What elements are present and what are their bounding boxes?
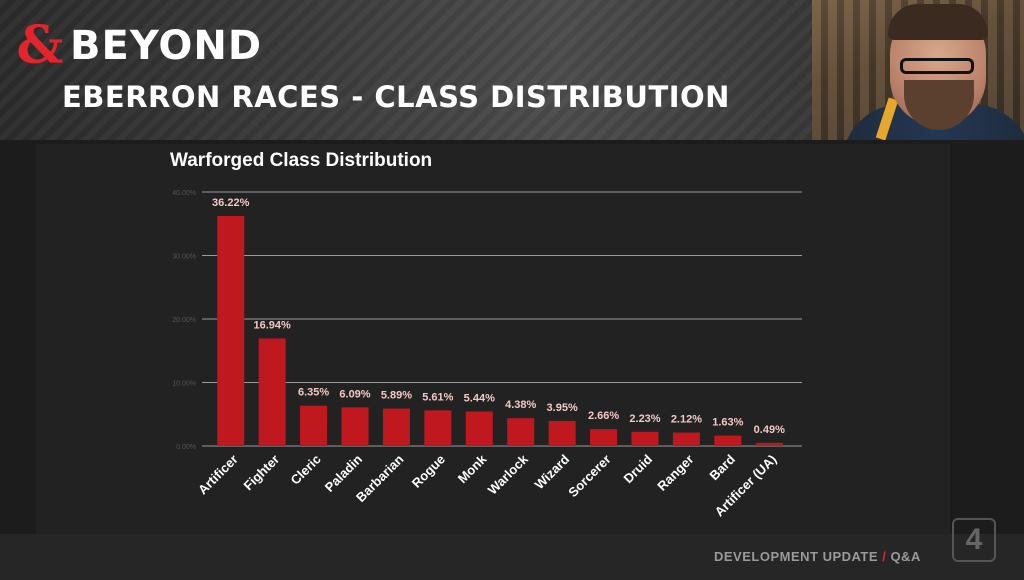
x-category-label: Ranger	[654, 452, 696, 494]
footer-right: Q&A	[890, 549, 921, 564]
data-label: 2.23%	[629, 413, 660, 425]
y-tick-label: 20.00%	[172, 317, 196, 324]
footer-separator: /	[882, 549, 887, 564]
data-label: 2.66%	[588, 410, 619, 422]
y-tick-label: 40.00%	[172, 190, 196, 197]
bar	[465, 411, 493, 446]
x-category-label: Fighter	[241, 452, 283, 494]
presenter-webcam	[812, 0, 1024, 140]
data-label: 36.22%	[212, 197, 250, 209]
x-category-label: Druid	[621, 451, 656, 486]
data-label: 5.61%	[422, 391, 453, 403]
data-label: 2.12%	[671, 414, 702, 426]
x-category-label: Sorcerer	[565, 452, 613, 500]
bar	[755, 442, 783, 446]
x-category-label: Rogue	[409, 452, 448, 491]
presenter-hair	[888, 4, 988, 40]
bar-chart: 0.00% 10.00% 20.00% 30.00% 40.00% 36.22% Artif…	[172, 190, 802, 519]
data-label: 6.35%	[298, 387, 329, 399]
data-label: 6.09%	[339, 388, 370, 400]
footer-label: DEVELOPMENT UPDATE / Q&A	[714, 549, 921, 564]
y-tick-label: 30.00%	[172, 254, 196, 261]
dnd-beyond-logo: & BEYOND	[14, 18, 262, 74]
bottom-strip	[0, 534, 1024, 580]
data-label: 1.63%	[712, 417, 743, 429]
bar	[341, 407, 369, 446]
chart-title: Warforged Class Distribution	[170, 150, 433, 171]
bar	[507, 418, 535, 446]
ampersand-dragon-icon: &	[16, 15, 64, 76]
x-category-label: Bard	[706, 451, 738, 483]
x-category-label: Monk	[455, 451, 490, 486]
bar	[424, 410, 452, 446]
page-title: EBERRON RACES - CLASS DISTRIBUTION	[62, 80, 730, 114]
corner-badge: 4	[952, 518, 996, 562]
presenter-glasses	[900, 58, 974, 74]
footer-left: DEVELOPMENT UPDATE	[714, 549, 879, 564]
x-category-label: Wizard	[532, 451, 573, 492]
bar	[217, 216, 245, 446]
brand-name: BEYOND	[70, 23, 263, 69]
bar	[714, 435, 742, 446]
x-category-label: Artificer	[195, 452, 241, 498]
data-label: 16.94%	[253, 319, 291, 331]
data-label: 5.44%	[464, 392, 495, 404]
data-label: 4.38%	[505, 399, 536, 411]
bar	[300, 405, 328, 446]
chart-slide: Warforged Class Distribution 0.00% 10.00%…	[36, 144, 950, 534]
y-tick-label: 10.00%	[172, 381, 196, 388]
data-label: 3.95%	[547, 402, 578, 414]
y-tick-label: 0.00%	[176, 444, 196, 451]
bar	[382, 408, 410, 446]
bar	[258, 338, 286, 446]
bar	[672, 432, 700, 446]
data-label: 0.49%	[754, 424, 785, 436]
bar	[590, 429, 618, 446]
bar	[548, 420, 576, 446]
x-category-label: Cleric	[288, 452, 324, 488]
bar	[631, 431, 659, 446]
x-category-label: Warlock	[485, 451, 532, 498]
data-label: 5.89%	[381, 390, 412, 402]
